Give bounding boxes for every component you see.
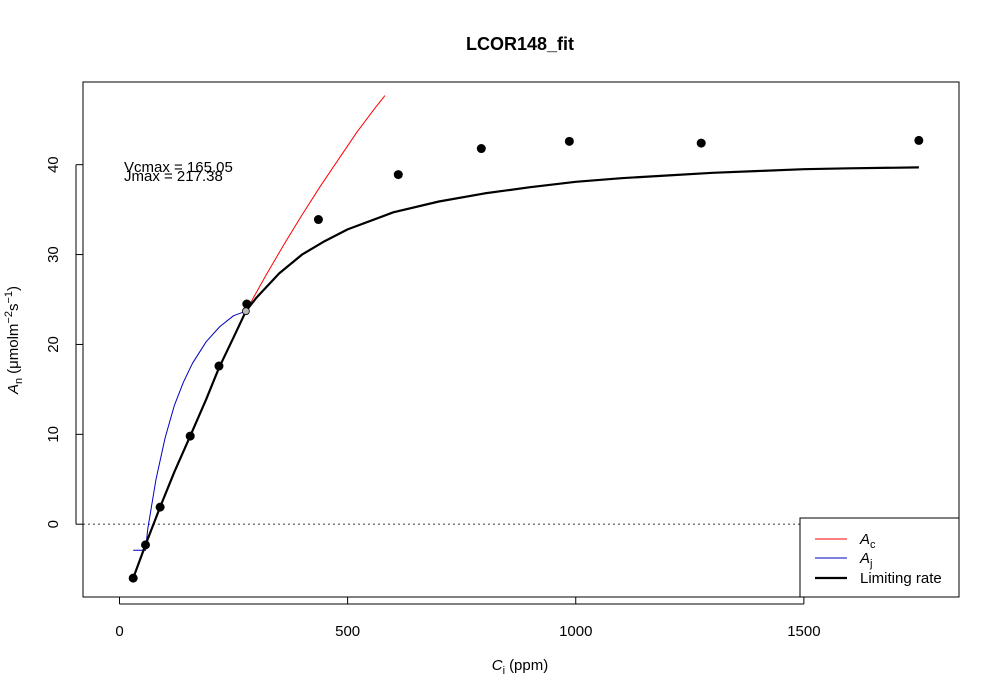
y-axis-title-unit-mid: s bbox=[5, 304, 22, 312]
chart-title: LCOR148_fit bbox=[466, 34, 574, 54]
y-axis-title-unit-close: ) bbox=[5, 286, 22, 291]
legend: Ac Aj Limiting rate bbox=[799, 517, 960, 598]
y-axis-title-sub: n bbox=[13, 378, 25, 384]
plot-area bbox=[128, 95, 924, 583]
jmax-annotation: Jmax = 217.38 bbox=[124, 168, 223, 185]
y-tick-label: 10 bbox=[45, 426, 62, 443]
y-tick-label: 40 bbox=[45, 156, 62, 173]
data-point bbox=[914, 135, 924, 145]
y-tick-label: 0 bbox=[45, 520, 62, 528]
legend-label-ac-main: A bbox=[859, 531, 870, 548]
y-axis: 0 10 20 30 40 bbox=[45, 156, 83, 528]
data-point bbox=[128, 573, 138, 583]
y-axis-title-main: A bbox=[5, 384, 22, 395]
x-tick-label: 500 bbox=[335, 623, 360, 640]
legend-label-ac: Ac bbox=[859, 531, 876, 551]
vcmax-annotation: Vcmax = 165.05 bbox=[124, 159, 233, 176]
legend-label-limiting: Limiting rate bbox=[860, 570, 942, 587]
x-tick-label: 0 bbox=[115, 623, 123, 640]
data-point bbox=[313, 215, 323, 225]
series-ac-curve bbox=[245, 95, 386, 312]
data-point bbox=[476, 144, 486, 154]
series-limiting-rate-curve bbox=[132, 166, 919, 579]
legend-label-ac-sub: c bbox=[870, 539, 876, 551]
legend-label-aj-sub: j bbox=[869, 558, 872, 570]
series-aj-curve bbox=[133, 310, 247, 551]
data-point bbox=[242, 299, 252, 309]
x-tick-label: 1500 bbox=[787, 623, 820, 640]
x-tick-label: 1000 bbox=[559, 623, 592, 640]
y-axis-title-unit-open: (μmolm bbox=[5, 324, 22, 374]
legend-label-aj-main: A bbox=[859, 550, 870, 567]
legend-label-aj: Aj bbox=[859, 550, 872, 570]
data-point bbox=[214, 361, 224, 371]
y-tick-label: 30 bbox=[45, 246, 62, 263]
x-axis-title-unit: (ppm) bbox=[509, 657, 548, 674]
x-axis-title-main: C bbox=[492, 657, 503, 674]
y-axis-title-exp1: −2 bbox=[3, 311, 15, 324]
y-axis-title-exp2: −1 bbox=[3, 291, 15, 304]
y-axis-title: An (μmolm−2s−1) bbox=[3, 286, 25, 395]
data-point bbox=[185, 431, 195, 441]
x-axis-title-sub: i bbox=[503, 665, 505, 677]
data-point bbox=[155, 502, 165, 512]
data-point bbox=[564, 136, 574, 146]
data-point bbox=[696, 138, 706, 148]
data-point bbox=[393, 170, 403, 180]
x-axis: 0 500 1000 1500 bbox=[115, 597, 821, 640]
plot-frame bbox=[82, 81, 960, 598]
y-tick-label: 20 bbox=[45, 336, 62, 353]
data-point bbox=[141, 540, 151, 550]
transition-point bbox=[241, 307, 250, 316]
x-axis-title: Ci (ppm) bbox=[492, 657, 548, 677]
